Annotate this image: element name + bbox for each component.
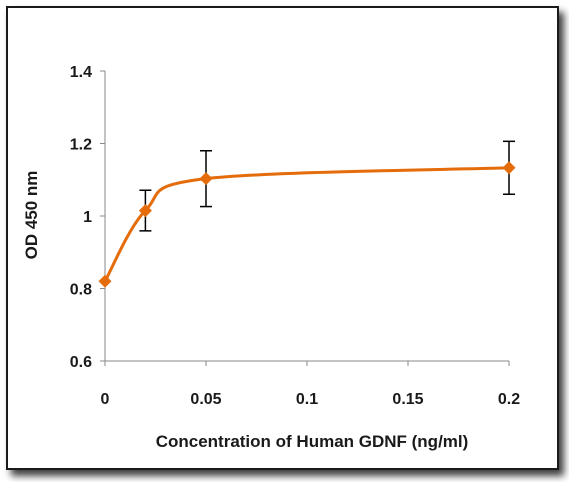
x-tick-label: 0.05 [190,391,221,408]
axes [104,71,509,362]
x-axis-ticks: 0 0.05 0.1 0.15 0.2 [101,361,520,408]
data-point-marker [199,172,213,186]
plot-area [98,140,516,288]
y-axis-label: OD 450 nm [22,171,41,260]
x-axis-label: Concentration of Human GDNF (ng/ml) [156,432,469,451]
x-tick-label: 0.1 [296,391,318,408]
x-tick-label: 0.15 [392,391,423,408]
y-tick-label: 0.8 [70,282,92,299]
data-point-marker [98,274,112,288]
y-axis-ticks: 0.6 0.8 1 1.2 1.4 [70,64,105,371]
data-point-marker [502,161,516,175]
y-tick-label: 0.6 [70,354,92,371]
y-tick-label: 1.4 [70,64,92,81]
series-line [103,166,511,283]
x-tick-label: 0 [101,391,110,408]
y-tick-label: 1.2 [70,137,92,154]
y-tick-label: 1 [83,209,92,226]
x-tick-label: 0.2 [498,391,520,408]
data-point-marker [138,204,152,218]
chart-frame [6,6,559,470]
